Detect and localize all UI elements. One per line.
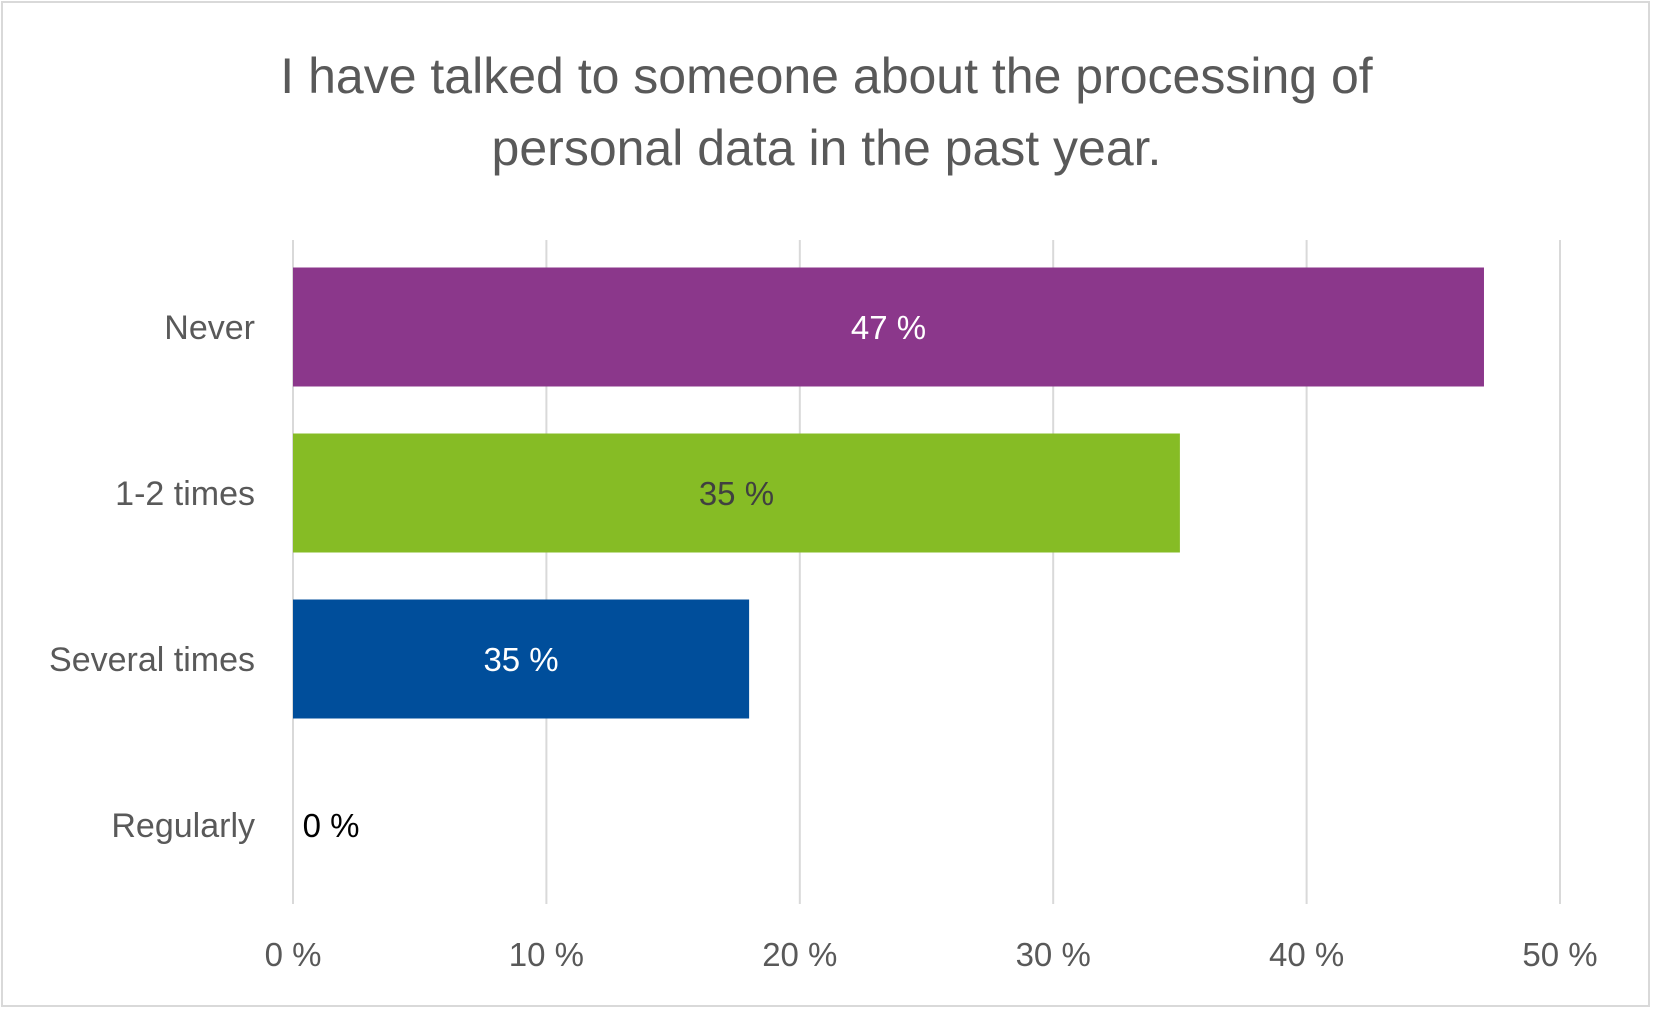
category-label: Regularly — [111, 807, 255, 845]
data-label: 47 % — [851, 309, 926, 346]
chart-title: I have talked to someone about the proce… — [0, 40, 1653, 184]
data-label: 35 % — [483, 641, 558, 678]
chart-title-line-2: personal data in the past year. — [491, 120, 1162, 176]
category-label: Never — [164, 309, 255, 347]
bar — [293, 599, 750, 719]
x-tick-label: 50 % — [1522, 936, 1597, 973]
x-tick-label: 10 % — [509, 936, 584, 973]
data-label: 35 % — [699, 475, 774, 512]
bar — [293, 267, 1484, 387]
chart-title-line-1: I have talked to someone about the proce… — [280, 48, 1373, 104]
data-label: 0 % — [303, 807, 360, 844]
bar — [293, 433, 1180, 553]
category-label: 1-2 times — [115, 475, 255, 513]
category-label: Several times — [49, 641, 255, 679]
x-tick-label: 20 % — [762, 936, 837, 973]
x-tick-label: 0 % — [265, 936, 322, 973]
x-tick-label: 30 % — [1016, 936, 1091, 973]
x-tick-label: 40 % — [1269, 936, 1344, 973]
